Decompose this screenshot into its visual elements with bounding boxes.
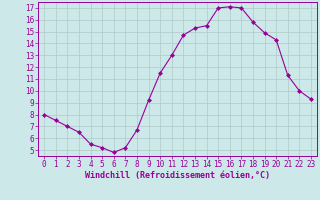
X-axis label: Windchill (Refroidissement éolien,°C): Windchill (Refroidissement éolien,°C) (85, 171, 270, 180)
